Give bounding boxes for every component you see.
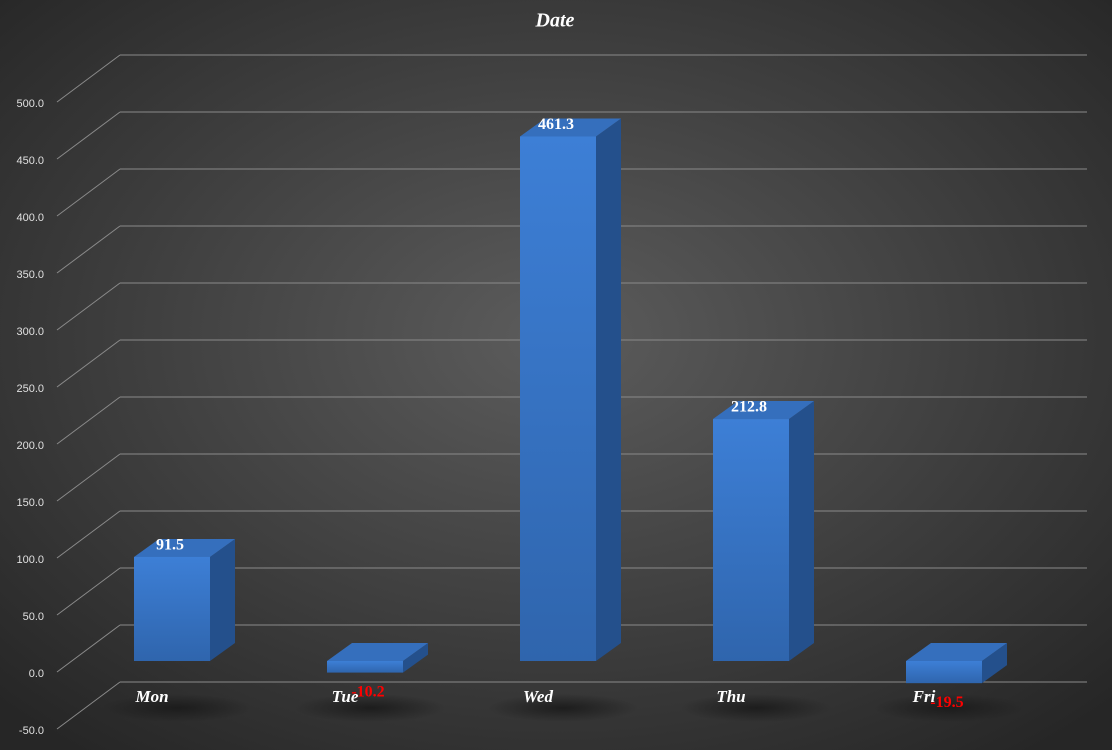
bar-top [906,643,1007,661]
grid-line [56,624,121,673]
x-tick-label: Thu [716,687,745,706]
bar-top [713,401,814,420]
grid-line [56,111,121,160]
label-shadow [102,694,252,722]
grid-line [56,510,121,559]
y-tick-label: 250.0 [16,383,44,395]
grid-line [56,225,121,274]
bar-top [327,643,428,661]
y-tick-label: -50.0 [19,725,44,737]
y-tick-label: 400.0 [16,212,44,224]
bar [906,661,982,684]
bar-top [520,118,621,137]
grid-line [56,282,121,331]
bar [713,419,789,661]
chart-title: Date [535,10,575,32]
bar-top [134,538,235,557]
y-tick-label: 0.0 [29,668,44,680]
bar [327,661,403,673]
bar-side [210,538,235,661]
bar [134,556,210,661]
y-tick-label: 350.0 [16,269,44,281]
grid-line [56,168,121,217]
grid-line [56,54,121,103]
y-tick-label: 50.0 [23,611,44,623]
value-label: 461.3 [538,116,574,133]
grid-line [56,453,121,502]
bar-side [403,643,428,673]
x-tick-label: Fri [912,687,936,706]
y-tick-label: 200.0 [16,440,44,452]
grid-line [56,681,121,730]
label-shadow [681,694,831,722]
label-shadow [295,694,445,722]
grid-line [56,396,121,445]
value-label: -19.5 [930,694,963,711]
label-shadow [488,694,638,722]
y-tick-label: 450.0 [16,155,44,167]
label-shadow [874,694,1024,722]
y-tick-label: 300.0 [16,326,44,338]
bar-side [982,643,1007,684]
y-tick-label: 500.0 [16,98,44,110]
y-tick-label: 150.0 [16,497,44,509]
y-tick-label: 100.0 [16,554,44,566]
value-label: -10.2 [351,683,384,700]
bar-side [789,401,814,661]
value-label: 91.5 [156,537,184,554]
grid-line [56,567,121,616]
x-tick-label: Wed [523,687,553,706]
x-tick-label: Tue [332,687,359,706]
grid-line [56,339,121,388]
bar [520,136,596,662]
x-tick-label: Mon [134,687,168,706]
bar-side [596,118,621,662]
value-label: 212.8 [731,399,767,416]
